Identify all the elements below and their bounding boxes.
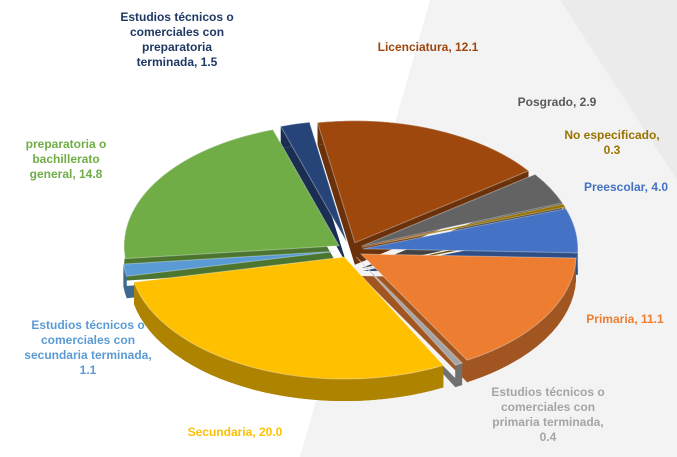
label-name: Estudios técnicos o comerciales con secu… (24, 318, 149, 362)
label-name: No especificado (564, 128, 657, 142)
data-label: Secundaria, 20.0 (187, 425, 283, 439)
data-label: Estudios técnicos o comerciales con prim… (491, 385, 605, 444)
label-value: 11.1 (641, 312, 664, 326)
label-name: Estudios técnicos o comerciales con prim… (491, 385, 605, 429)
data-label: Primaria, 11.1 (586, 312, 664, 326)
label-value: 14.8 (79, 167, 103, 181)
data-label: Licenciatura, 12.1 (377, 40, 479, 54)
label-value: 20.0 (259, 425, 283, 439)
label-value: 1.5 (200, 55, 218, 69)
slice (279, 121, 348, 243)
label-value: 12.1 (455, 40, 479, 54)
slice-side (455, 363, 463, 388)
slice (362, 203, 567, 248)
data-label: Preescolar, 4.0 (583, 180, 669, 194)
label-name: Posgrado (517, 95, 573, 109)
slice (133, 256, 445, 380)
label-value: 2.9 (579, 95, 597, 109)
data-label: No especificado, 0.3 (564, 128, 660, 157)
data-label: Estudios técnicos o comerciales con prep… (120, 10, 234, 69)
slice (355, 256, 464, 366)
slice (362, 208, 579, 254)
label-name: Licenciatura (377, 40, 449, 54)
background-shade (560, 0, 677, 180)
data-label: preparatoria o bachillerato general, 14.… (25, 137, 107, 181)
label-value: 1.1 (79, 363, 97, 377)
slice (123, 129, 340, 260)
data-label: Estudios técnicos o comerciales con secu… (24, 318, 152, 377)
label-value: 0.4 (539, 430, 557, 444)
label-name: Primaria (586, 312, 635, 326)
slice (316, 120, 530, 244)
slice (122, 250, 338, 277)
data-label: Posgrado, 2.9 (517, 95, 597, 109)
label-value: 4.0 (651, 180, 669, 194)
label-name: Secundaria (187, 425, 253, 439)
slice-side (123, 264, 127, 299)
label-name: preparatoria o bachillerato general (25, 137, 107, 181)
label-value: 0.3 (603, 143, 621, 157)
label-name: Preescolar (583, 180, 645, 194)
slice-side (467, 258, 577, 383)
slice (359, 253, 577, 361)
slice-side (134, 282, 444, 402)
slice (361, 173, 564, 247)
label-name: Estudios técnicos o comerciales con prep… (120, 10, 234, 69)
